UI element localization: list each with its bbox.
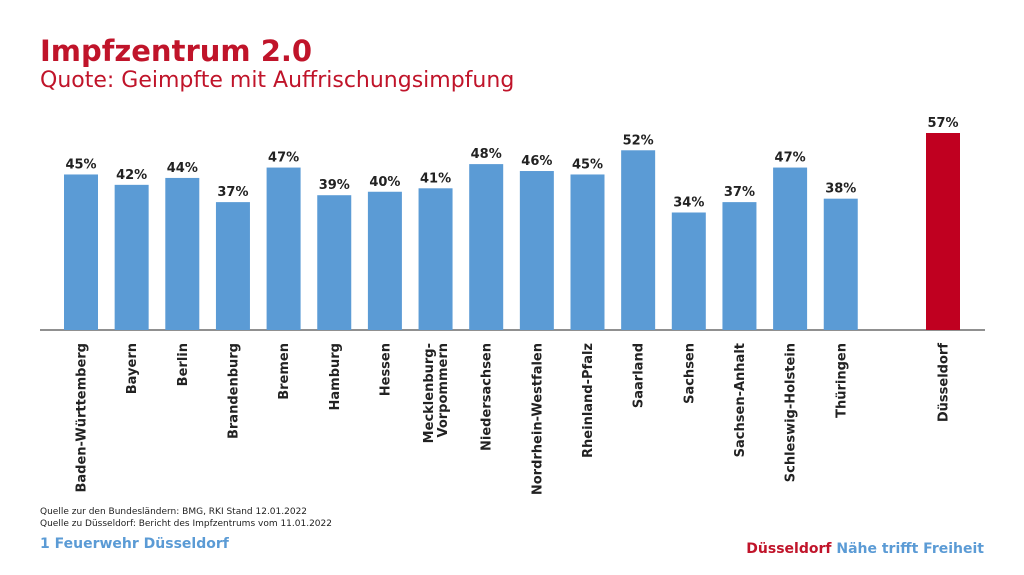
category-label-9: Nordrhein-Westfalen [530,343,545,495]
category-label-7: Mecklenburg-Vorpommern [422,343,451,443]
category-label-8: Niedersachsen [480,343,495,451]
bar-11 [621,150,656,330]
bar-8 [469,164,504,330]
category-label-4: Bremen [277,343,292,400]
data-label-13: 37% [724,185,755,200]
data-label-4: 47% [268,151,299,166]
category-label-10: Rheinland-Pfalz [581,343,596,458]
bar-3 [215,202,250,330]
bar-6 [367,191,402,330]
bar-4 [266,167,301,330]
bar-15 [823,198,858,330]
bar-7 [418,188,453,330]
category-label-6: Hessen [378,343,393,396]
bar-5 [317,195,352,330]
category-label-1: Bayern [125,343,140,394]
bar-12 [671,212,706,330]
data-label-7: 41% [420,171,451,186]
page-title: Impfzentrum 2.0 [40,34,313,68]
data-label-1: 42% [116,168,147,183]
footer-brand: Düsseldorf Nähe trifft Freiheit [746,541,984,557]
category-label-2: Berlin [176,343,191,386]
data-label-10: 45% [572,157,603,172]
bar-1 [114,184,149,330]
data-label-5: 39% [319,178,350,193]
data-label-15: 38% [825,182,856,197]
data-label-8: 48% [471,147,502,162]
bar-13 [722,202,757,330]
data-label-11: 52% [623,133,654,148]
category-label-16: Düsseldorf [937,343,952,422]
data-label-9: 46% [521,154,552,169]
bar-9 [519,171,554,330]
category-label-5: Hamburg [328,343,343,410]
source-note-states: Quelle zur den Bundesländern: BMG, RKI S… [40,507,308,517]
footer-slogan-part-2: Freiheit [923,541,984,557]
footer-brand-city: Düsseldorf [746,541,832,557]
category-label-14: Schleswig-Holstein [784,343,799,482]
category-label-13: Sachsen-Anhalt [733,343,748,457]
bar-14 [773,167,808,330]
data-label-12: 34% [673,195,704,210]
category-label-0: Baden-Württemberg [75,343,90,493]
bar-10 [570,174,605,330]
footer-slogan-part-1: Nähe trifft [836,541,919,557]
data-label-16: 57% [927,116,958,131]
data-label-6: 40% [369,175,400,190]
category-label-15: Thüringen [834,343,849,418]
category-label-3: Brandenburg [226,343,241,439]
bar-0 [64,174,98,330]
data-label-3: 37% [217,185,248,200]
data-label-14: 47% [775,151,806,166]
page-subtitle: Quote: Geimpfte mit Auffrischungsimpfung [40,68,515,93]
footer-page-label: 1 Feuerwehr Düsseldorf [40,536,229,552]
category-label-12: Sachsen [682,343,697,404]
data-label-0: 45% [65,157,96,172]
bar-2 [165,177,200,330]
data-label-2: 44% [167,161,198,176]
category-label-11: Saarland [632,343,647,408]
source-note-duesseldorf: Quelle zu Düsseldorf: Bericht des Impfze… [40,519,332,529]
bar-16 [926,133,960,330]
